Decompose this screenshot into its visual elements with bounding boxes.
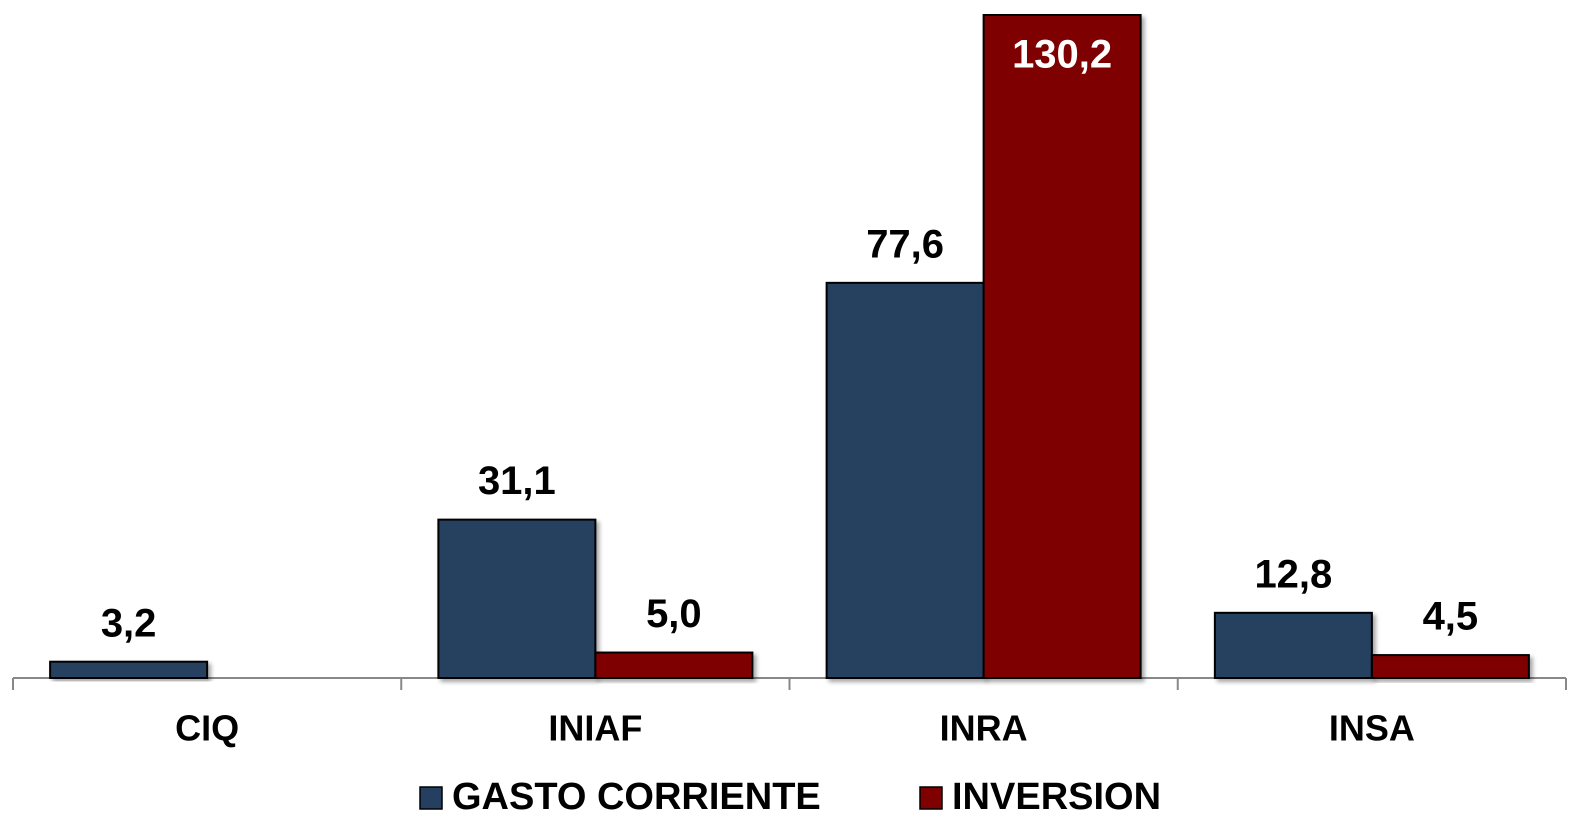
bar (1213, 611, 1373, 679)
value-label: 130,2 (1012, 33, 1112, 77)
value-label: 31,1 (478, 459, 556, 503)
x-tick-label: CIQ (175, 708, 239, 749)
bar (982, 14, 1142, 679)
bar (1370, 654, 1530, 680)
value-label: 12,8 (1254, 552, 1332, 596)
bar (49, 660, 209, 680)
legend-swatch (419, 786, 443, 810)
bar (437, 518, 597, 680)
legend-swatch (919, 786, 943, 810)
x-tick-label: INIAF (548, 708, 642, 749)
bar (594, 651, 754, 680)
value-label: 3,2 (101, 601, 157, 645)
x-tick-label: INSA (1329, 708, 1415, 749)
value-label: 4,5 (1423, 595, 1479, 639)
x-tick-label: INRA (940, 708, 1028, 749)
legend-label: INVERSION (952, 776, 1161, 818)
value-label: 77,6 (866, 222, 944, 266)
legend-label: GASTO CORRIENTE (452, 776, 821, 818)
bar (825, 281, 985, 679)
value-label: 5,0 (646, 592, 702, 636)
